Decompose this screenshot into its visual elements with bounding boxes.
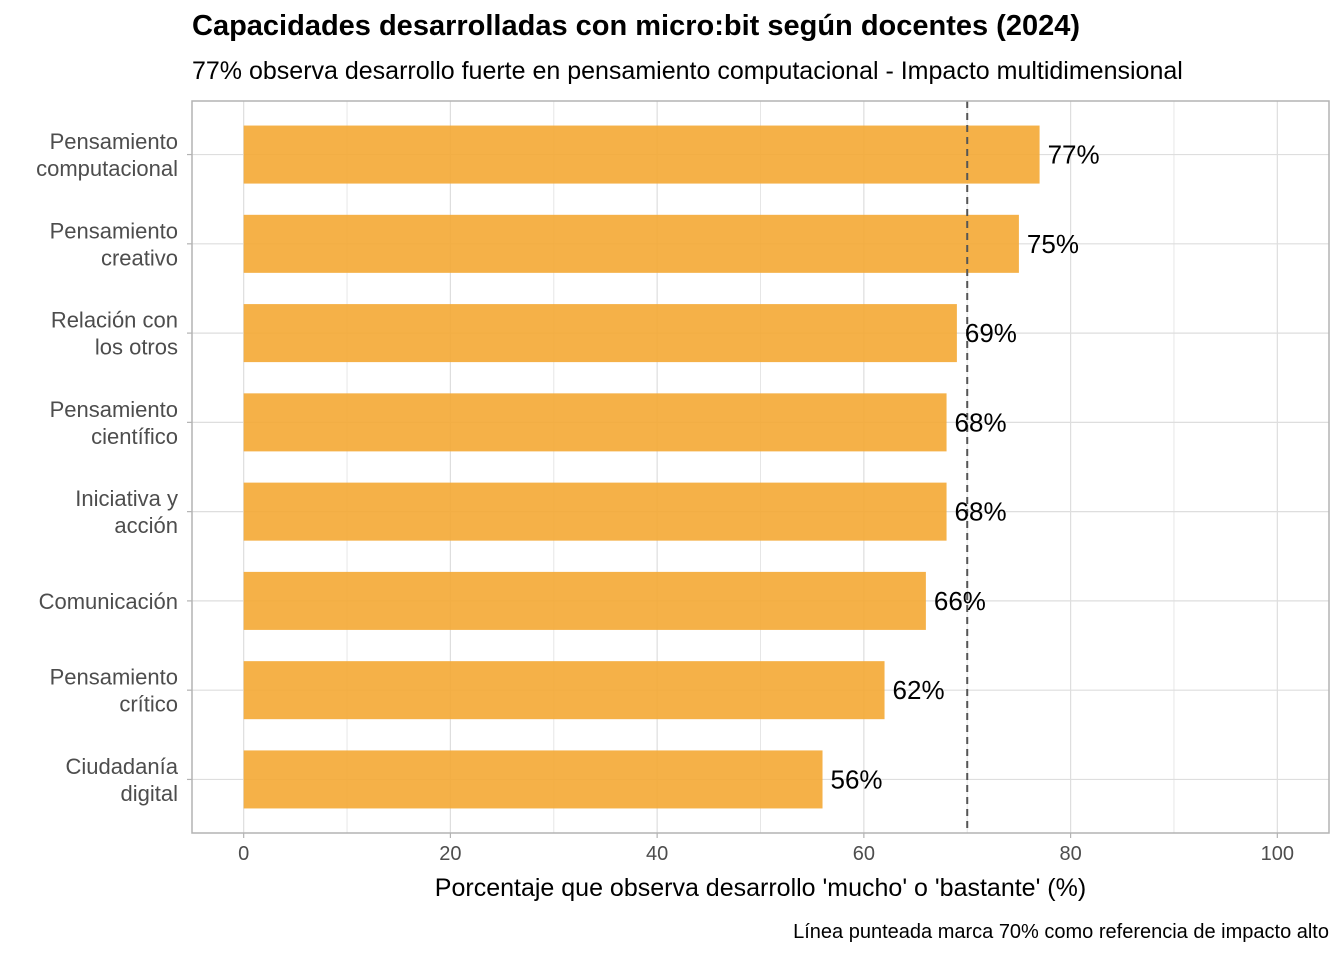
x-tick-label: 80	[1059, 843, 1081, 865]
data-label: 68%	[955, 407, 1007, 437]
data-label: 75%	[1027, 229, 1079, 259]
y-tick-label-line: acción	[114, 513, 178, 538]
y-tick-label-line: Iniciativa y	[75, 486, 178, 511]
y-tick-label-line: Relación con	[51, 307, 178, 332]
plot-border	[191, 100, 1330, 834]
x-axis-title: Porcentaje que observa desarrollo 'mucho…	[434, 874, 1087, 902]
bar	[243, 750, 823, 809]
x-tick-label: 60	[853, 843, 875, 865]
y-tick-label: Pensamiento computacional	[36, 129, 178, 181]
y-tick-label-line: creativo	[101, 245, 178, 270]
y-tick-label: Relación con los otros	[51, 307, 178, 359]
data-label: 77%	[1048, 140, 1100, 170]
y-tick-label: Pensamiento científico	[50, 396, 178, 448]
y-tick-label-line: científico	[91, 423, 178, 448]
x-tick-label: 0	[238, 843, 249, 865]
data-label: 66%	[934, 586, 986, 616]
data-label: 56%	[831, 764, 883, 794]
bar	[243, 482, 947, 541]
bar	[243, 661, 885, 720]
y-tick-label: Ciudadanía digital	[65, 753, 178, 805]
y-tick-label-line: Pensamiento	[50, 396, 178, 421]
y-tick-label: Iniciativa y acción	[75, 486, 178, 538]
y-tick-label-line: los otros	[95, 334, 178, 359]
y-tick-label: Pensamiento creativo	[50, 218, 178, 270]
x-tick-label: 100	[1261, 843, 1294, 865]
chart-subtitle: 77% observa desarrollo fuerte en pensami…	[192, 57, 1183, 85]
x-tick-label: 40	[646, 843, 668, 865]
y-tick-label-line: Pensamiento	[50, 664, 178, 689]
y-tick-label-line: digital	[121, 780, 178, 805]
y-tick-label: Pensamiento crítico	[50, 664, 178, 716]
bar	[243, 125, 1040, 184]
chart-caption: Línea punteada marca 70% como referencia…	[793, 921, 1329, 943]
bar	[243, 393, 947, 452]
bars	[243, 125, 1040, 809]
data-labels: 77% 75% 69% 68% 68% 66% 62% 56%	[831, 140, 1100, 795]
y-tick-label-line: Ciudadanía	[65, 753, 178, 778]
bar	[243, 571, 926, 630]
bar	[243, 214, 1019, 273]
x-tick-label: 20	[439, 843, 461, 865]
data-label: 62%	[893, 675, 945, 705]
y-tick-label-line: computacional	[36, 156, 178, 181]
y-tick-label-line: crítico	[119, 691, 178, 716]
data-label: 68%	[955, 497, 1007, 527]
bar	[243, 304, 957, 363]
y-tick-label: Comunicación	[39, 588, 178, 613]
data-label: 69%	[965, 318, 1017, 348]
y-tick-label-line: Pensamiento	[50, 218, 178, 243]
grid-lines	[192, 101, 1329, 833]
y-tick-label-line: Comunicación	[39, 588, 178, 613]
y-tick-label-line: Pensamiento	[50, 129, 178, 154]
chart-title: Capacidades desarrolladas con micro:bit …	[192, 10, 1081, 42]
